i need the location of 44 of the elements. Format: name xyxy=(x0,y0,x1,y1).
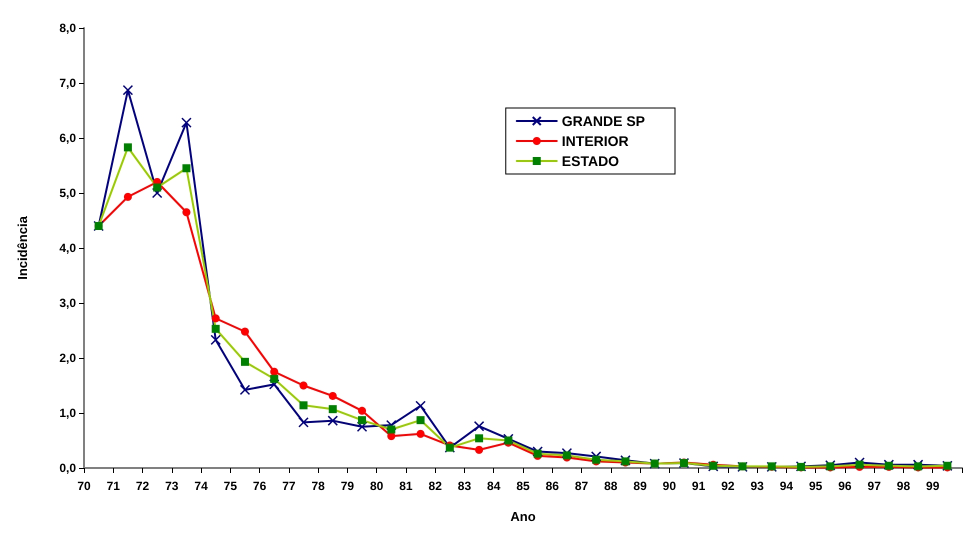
x-tick-label: 86 xyxy=(546,479,560,493)
x-tick-label: 78 xyxy=(311,479,326,493)
x-tick-label: 93 xyxy=(750,479,764,493)
x-tick-label: 87 xyxy=(574,479,589,493)
y-tick-label: 0,0 xyxy=(59,461,76,475)
y-tick-label: 3,0 xyxy=(59,296,76,310)
legend-label: ESTADO xyxy=(562,153,620,169)
x-tick-label: 76 xyxy=(252,479,267,493)
x-tick-label: 75 xyxy=(224,479,238,493)
x-tick-label: 80 xyxy=(370,479,384,493)
x-tick-label: 88 xyxy=(604,479,618,493)
x-tick-label: 72 xyxy=(136,479,150,493)
x-tick-label: 99 xyxy=(926,479,940,493)
legend-label: INTERIOR xyxy=(562,133,629,149)
legend-label: GRANDE SP xyxy=(562,113,645,129)
y-tick-label: 6,0 xyxy=(59,131,76,145)
x-axis-title: Ano xyxy=(510,509,536,524)
x-tick-label: 92 xyxy=(721,479,735,493)
x-tick-label: 94 xyxy=(780,479,794,493)
x-tick-label: 97 xyxy=(868,479,882,493)
x-tick-label: 91 xyxy=(692,479,706,493)
x-tick-label: 98 xyxy=(896,479,910,493)
y-tick-label: 4,0 xyxy=(59,241,76,255)
x-tick-label: 83 xyxy=(458,479,472,493)
x-tick-label: 84 xyxy=(487,479,501,493)
x-tick-label: 77 xyxy=(282,479,296,493)
y-axis-title: Incidência xyxy=(15,215,30,280)
x-tick-label: 85 xyxy=(516,479,530,493)
y-tick-label: 1,0 xyxy=(59,406,76,420)
x-tick-label: 90 xyxy=(662,479,676,493)
x-tick-label: 95 xyxy=(808,479,823,493)
y-tick-label: 7,0 xyxy=(59,76,76,90)
x-tick-label: 82 xyxy=(428,479,442,493)
x-tick-label: 96 xyxy=(838,479,852,493)
x-tick-label: 74 xyxy=(194,479,208,493)
x-tick-label: 89 xyxy=(633,479,648,493)
y-tick-label: 8,0 xyxy=(59,21,76,35)
y-tick-label: 5,0 xyxy=(59,186,76,200)
y-tick-label: 2,0 xyxy=(59,351,76,365)
x-tick-label: 70 xyxy=(77,479,91,493)
x-tick-label: 81 xyxy=(399,479,413,493)
x-tick-label: 73 xyxy=(165,479,179,493)
x-tick-label: 79 xyxy=(340,479,354,493)
x-tick-label: 71 xyxy=(106,479,120,493)
